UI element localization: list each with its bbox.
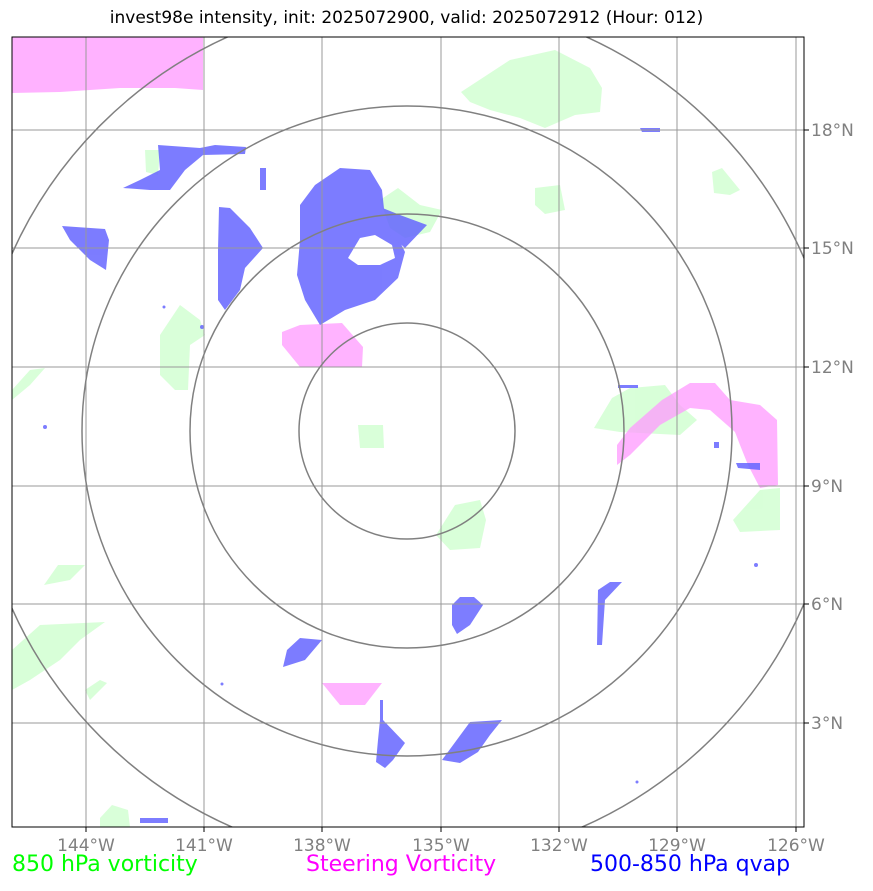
plot-frame xyxy=(11,36,805,828)
lon-tick-label: 144°W xyxy=(57,836,115,856)
steering-vorticity-areas xyxy=(12,37,778,705)
lon-tick-label: 132°W xyxy=(530,836,588,856)
map-title: invest98e intensity, init: 2025072900, v… xyxy=(109,8,704,28)
lon-tick-label: 135°W xyxy=(412,836,470,856)
lat-tick-label: 12°N xyxy=(811,358,854,378)
lat-tick-label: 6°N xyxy=(811,595,843,615)
legend-qvap: 500-850 hPa qvap xyxy=(590,852,791,877)
vorticity-850-areas xyxy=(12,50,780,827)
lon-tick-label: 141°W xyxy=(175,836,233,856)
legend-steering-vorticity: Steering Vorticity xyxy=(306,852,497,877)
qvap-areas xyxy=(43,128,760,823)
graticule xyxy=(12,37,804,827)
lat-tick-label: 9°N xyxy=(811,477,843,497)
lon-tick-label: 129°W xyxy=(648,836,706,856)
lon-tick-label: 138°W xyxy=(293,836,351,856)
lat-tick-label: 18°N xyxy=(811,121,854,141)
lon-tick-label: 126°W xyxy=(767,836,825,856)
legend-vorticity-850: 850 hPa vorticity xyxy=(12,852,198,877)
axis-ticks xyxy=(85,129,809,832)
range-rings xyxy=(12,37,804,827)
lat-tick-label: 15°N xyxy=(811,239,854,259)
lat-tick-label: 3°N xyxy=(811,714,843,734)
